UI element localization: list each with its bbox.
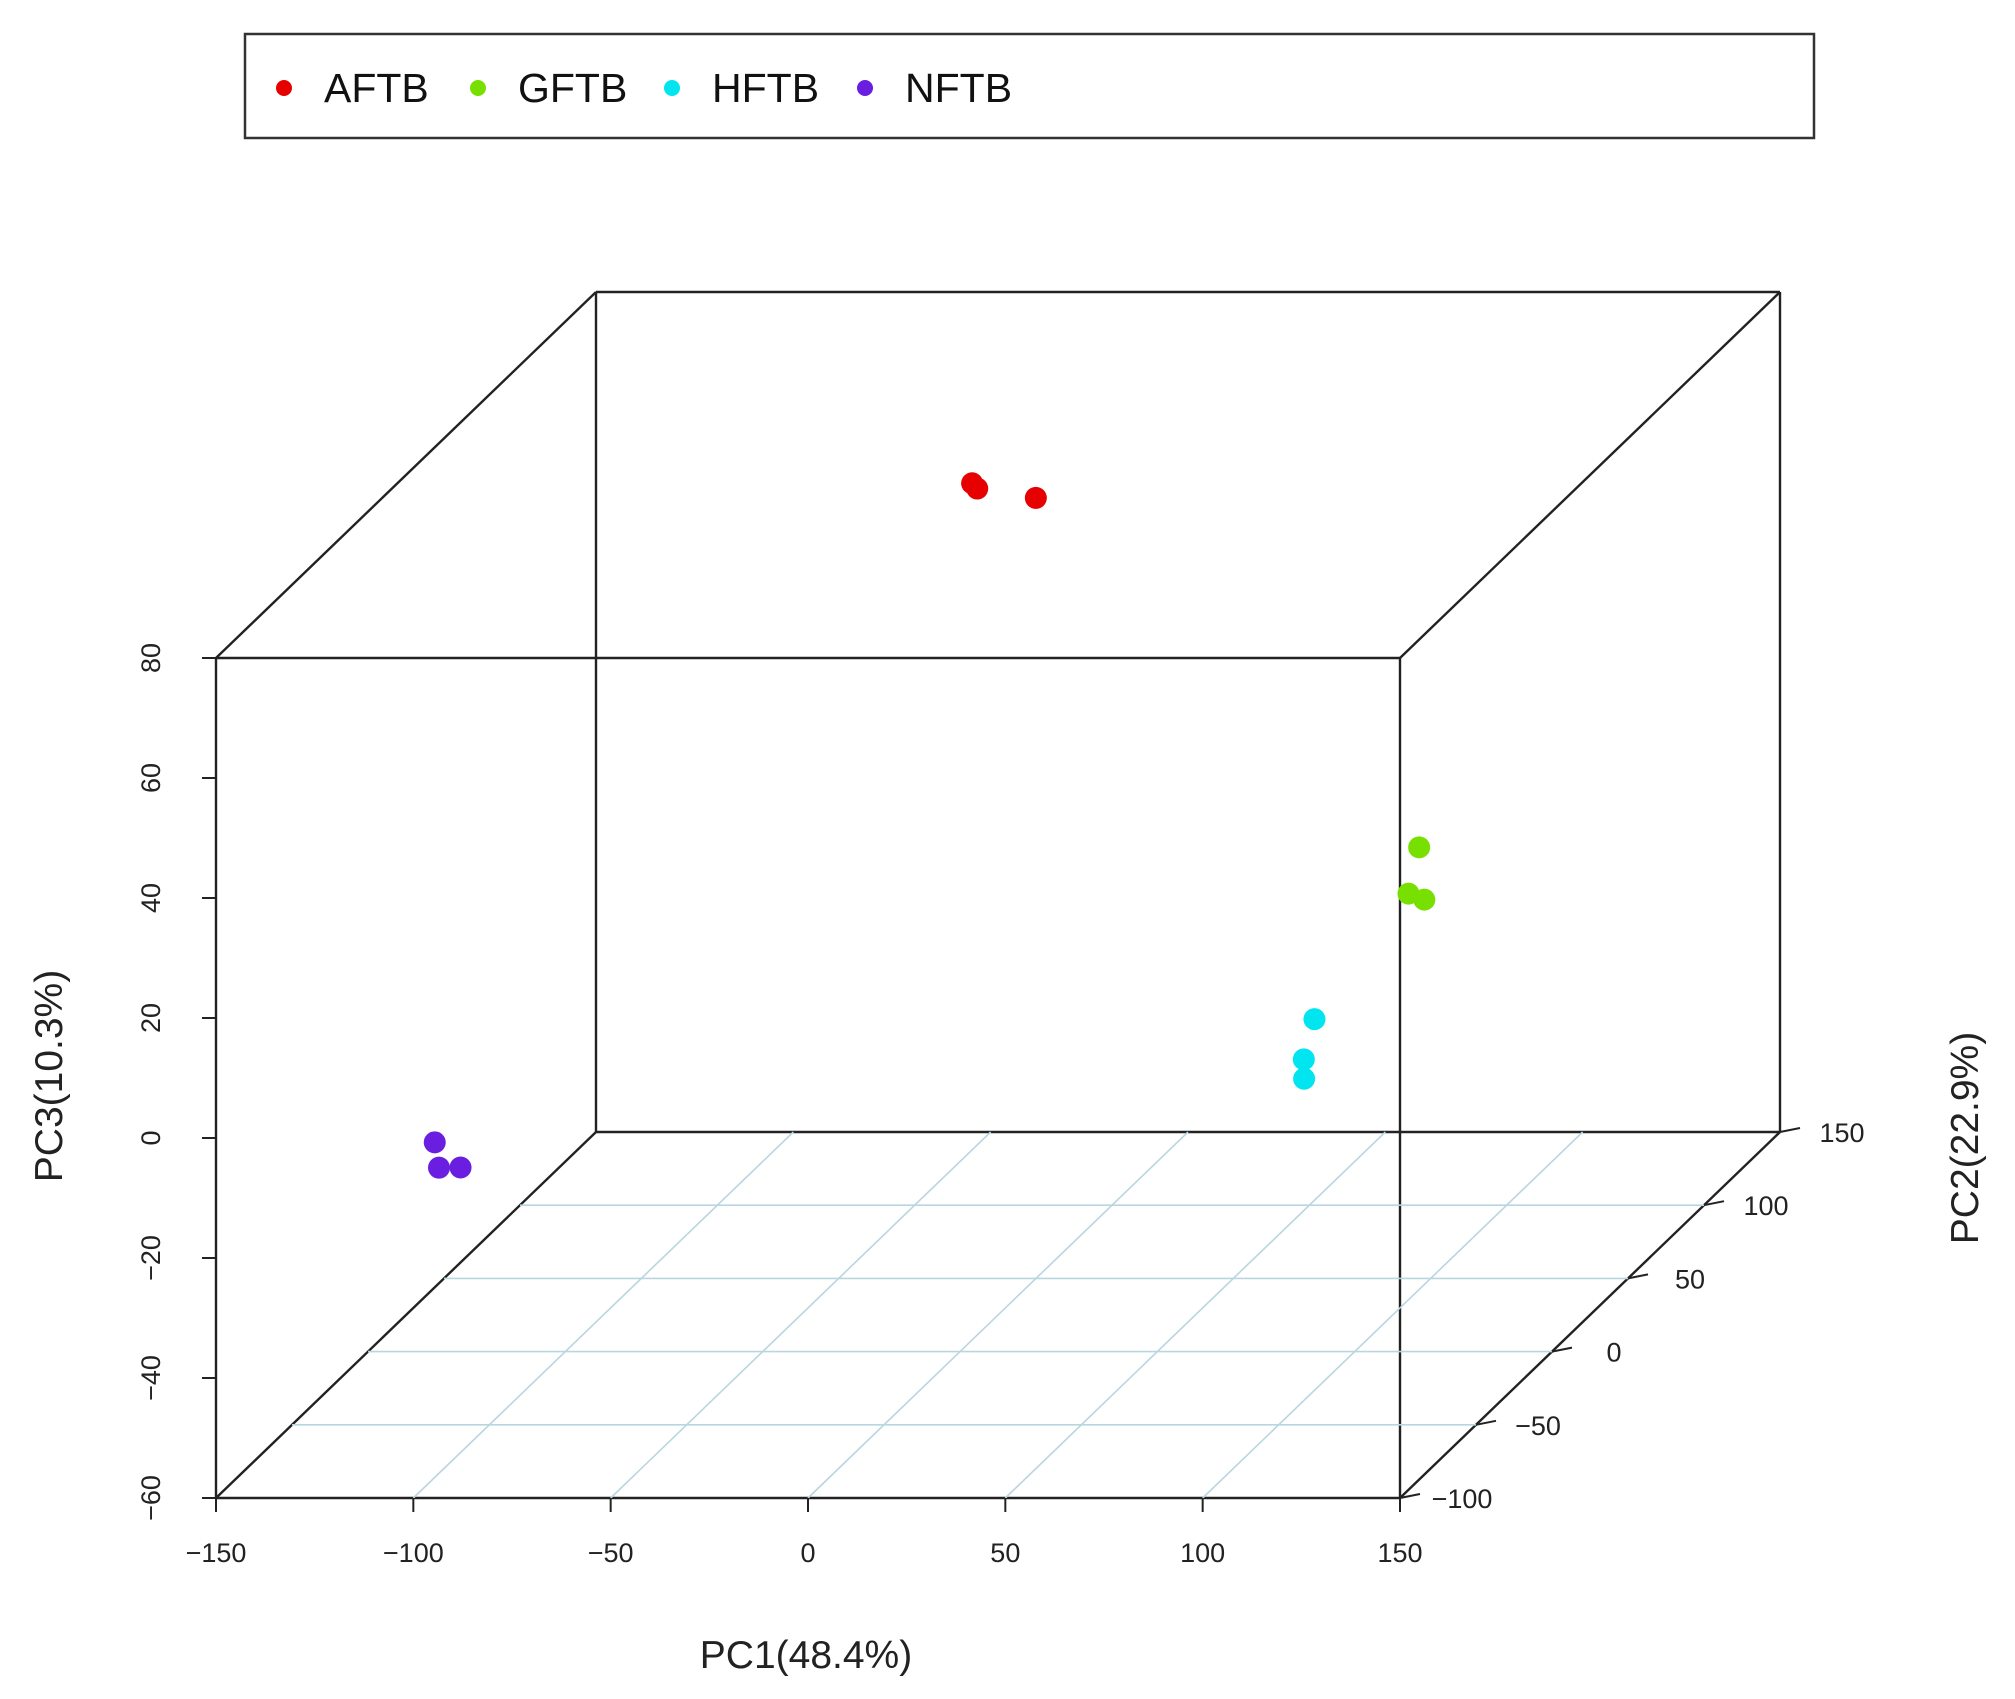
legend: AFTB GFTB HFTB NFTB bbox=[243, 32, 1816, 140]
grid-line-x bbox=[807, 1131, 1189, 1499]
legend-marker-hftb bbox=[664, 80, 680, 96]
legend-label-gftb: GFTB bbox=[518, 65, 627, 111]
x-tick-label: 0 bbox=[800, 1538, 815, 1568]
y-axis-title: PC2(22.9%) bbox=[1944, 1032, 1987, 1244]
z-tick-label: −60 bbox=[136, 1475, 166, 1521]
legend-marker-gftb bbox=[470, 80, 486, 96]
legend-marker-aftb bbox=[276, 80, 292, 96]
x-tick-label: 50 bbox=[990, 1538, 1020, 1568]
legend-label-hftb: HFTB bbox=[712, 65, 819, 111]
x-tick-label: −150 bbox=[186, 1538, 247, 1568]
point-nftb bbox=[427, 1156, 450, 1179]
y-tick-label: −100 bbox=[1432, 1484, 1493, 1514]
y-tick-label: 100 bbox=[1743, 1191, 1788, 1221]
y-tick-label: −50 bbox=[1515, 1411, 1561, 1441]
x-tick-label: 150 bbox=[1377, 1538, 1422, 1568]
legend-marker-nftb bbox=[857, 80, 873, 96]
grid-line-x bbox=[1202, 1131, 1584, 1499]
x-tick-label: −50 bbox=[588, 1538, 634, 1568]
box-edge bbox=[1399, 291, 1781, 659]
y-tick-label: 50 bbox=[1675, 1264, 1705, 1294]
z-tick-label: 40 bbox=[136, 883, 166, 913]
point-hftb bbox=[1292, 1048, 1315, 1071]
y-tick-mark bbox=[1627, 1273, 1649, 1280]
x-tick-label: −100 bbox=[383, 1538, 444, 1568]
box-edge bbox=[1399, 1131, 1781, 1499]
z-tick-label: 60 bbox=[136, 763, 166, 793]
x-tick-label: 100 bbox=[1180, 1538, 1225, 1568]
z-axis-title: PC3(10.3%) bbox=[28, 970, 71, 1182]
z-tick-label: −20 bbox=[136, 1235, 166, 1281]
box-edge bbox=[215, 291, 597, 659]
y-tick-mark bbox=[1703, 1200, 1725, 1207]
grid-line-x bbox=[610, 1131, 992, 1499]
grid-line-x bbox=[412, 1131, 794, 1499]
legend-items: AFTB GFTB HFTB NFTB bbox=[276, 65, 1012, 111]
z-tick-label: 0 bbox=[136, 1130, 166, 1145]
point-aftb bbox=[1024, 486, 1047, 509]
y-axis: −100 −50 0 50 100 150 bbox=[1399, 1118, 1865, 1514]
y-tick-mark bbox=[1399, 1493, 1421, 1499]
grid-line-x bbox=[1004, 1131, 1386, 1499]
data-points bbox=[423, 472, 1436, 1179]
z-axis: −60 −40 −20 0 20 40 60 80 bbox=[136, 643, 216, 1521]
x-axis-title: PC1(48.4%) bbox=[700, 1634, 912, 1677]
legend-label-aftb: AFTB bbox=[324, 65, 429, 111]
point-aftb bbox=[966, 477, 989, 500]
point-nftb bbox=[449, 1156, 472, 1179]
y-tick-mark bbox=[1779, 1127, 1801, 1133]
point-gftb bbox=[1413, 888, 1436, 911]
point-nftb bbox=[423, 1131, 446, 1154]
y-tick-mark bbox=[1475, 1419, 1497, 1426]
point-hftb bbox=[1293, 1067, 1316, 1090]
z-tick-label: 80 bbox=[136, 643, 166, 673]
x-axis: −150 −100 −50 0 50 100 150 bbox=[186, 1498, 1423, 1568]
point-hftb bbox=[1303, 1008, 1326, 1031]
y-tick-label: 150 bbox=[1819, 1118, 1864, 1148]
box-edge bbox=[215, 1131, 597, 1499]
point-gftb bbox=[1408, 836, 1431, 859]
floor-grid bbox=[292, 1131, 1704, 1499]
y-tick-mark bbox=[1551, 1346, 1573, 1353]
z-tick-label: −40 bbox=[136, 1355, 166, 1401]
legend-label-nftb: NFTB bbox=[905, 65, 1012, 111]
z-tick-label: 20 bbox=[136, 1003, 166, 1033]
y-tick-label: 0 bbox=[1606, 1338, 1621, 1368]
legend-box bbox=[243, 32, 1816, 140]
plot-box bbox=[214, 290, 1782, 1500]
